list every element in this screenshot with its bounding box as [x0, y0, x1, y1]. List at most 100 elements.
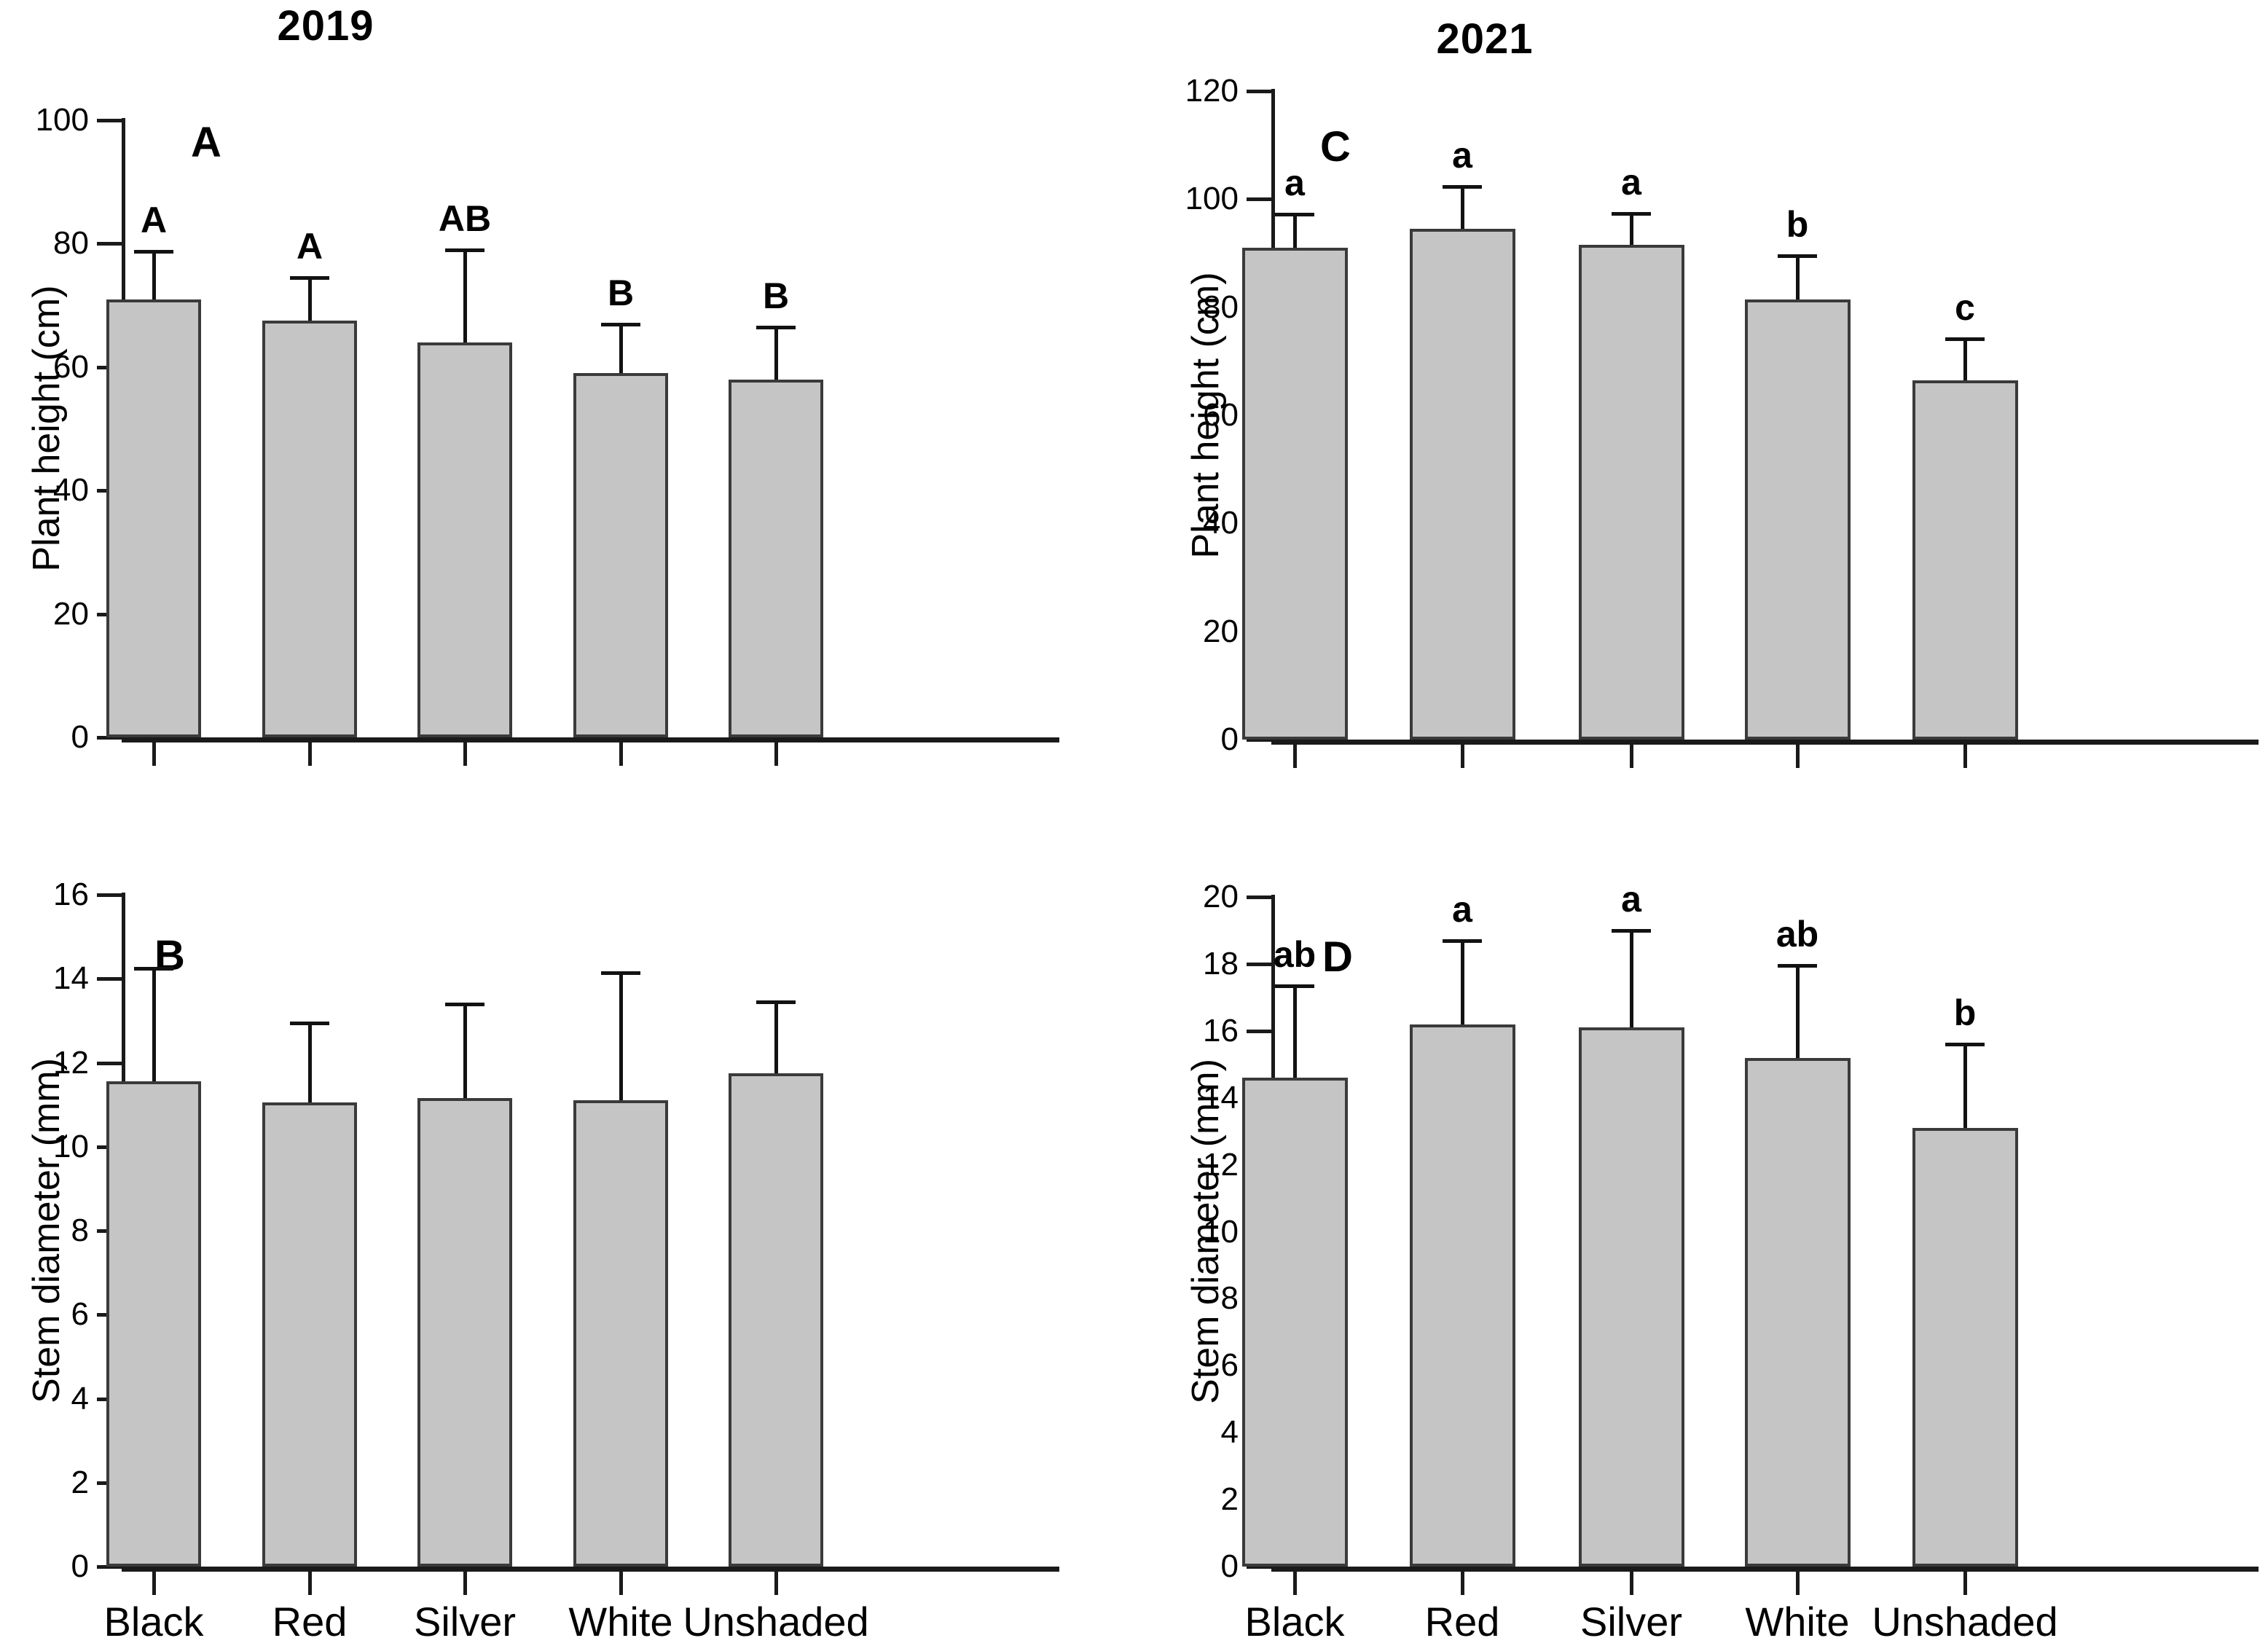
y-axis-tick	[1247, 738, 1271, 742]
x-category-label-white: White	[568, 1599, 673, 1645]
error-bar-cap	[290, 1021, 329, 1025]
y-tick-label: 2	[1220, 1481, 1239, 1518]
y-tick-label: 10	[53, 1128, 89, 1164]
x-axis-tick	[1461, 745, 1464, 768]
y-tick-label: 14	[53, 960, 89, 997]
x-axis-tick	[1293, 745, 1297, 768]
x-axis-tick	[619, 1572, 623, 1595]
x-category-label-black: Black	[1244, 1599, 1345, 1645]
y-tick-label: 8	[71, 1212, 89, 1248]
error-bar-line	[1630, 213, 1633, 246]
x-axis-line	[122, 1567, 1059, 1572]
bar-unshaded	[729, 1073, 823, 1567]
y-axis-tick	[1247, 197, 1271, 202]
error-bar-line	[463, 1003, 467, 1099]
x-axis-tick	[308, 742, 312, 766]
significance-letter: a	[1284, 162, 1305, 204]
error-bar-line	[1293, 214, 1297, 248]
significance-letter: ab	[1775, 914, 1819, 955]
error-bar-cap	[134, 966, 173, 971]
significance-letter: a	[1621, 878, 1641, 920]
bar-white	[573, 373, 668, 737]
bar-silver	[1578, 1027, 1684, 1567]
panel-letter-c: C	[1320, 123, 1351, 171]
significance-letter: a	[1621, 162, 1641, 203]
x-category-label-silver: Silver	[1580, 1599, 1683, 1645]
bar-red	[1409, 229, 1515, 740]
y-tick-label: 80	[53, 225, 89, 262]
y-tick-label: 12	[1203, 1146, 1239, 1183]
x-axis-tick	[308, 1572, 312, 1595]
y-tick-label: 20	[53, 595, 89, 632]
y-tick-label: 8	[1220, 1280, 1239, 1317]
y-tick-label: 0	[1220, 721, 1239, 757]
x-category-label-silver: Silver	[413, 1599, 517, 1645]
y-tick-label: 4	[71, 1380, 89, 1416]
error-bar-cap	[756, 325, 796, 329]
x-axis-tick	[619, 742, 623, 766]
y-tick-label: 14	[1203, 1079, 1239, 1116]
x-axis-tick	[774, 742, 778, 766]
error-bar-line	[1461, 940, 1464, 1024]
y-tick-label: 20	[1203, 879, 1239, 914]
y-tick-label: 40	[53, 472, 89, 509]
error-bar-cap	[1778, 964, 1817, 968]
y-tick-label: 60	[1203, 397, 1239, 433]
bar-unshaded	[729, 379, 823, 737]
error-bar-line	[152, 968, 156, 1082]
y-tick-label: 18	[1203, 945, 1239, 981]
x-axis-line	[122, 737, 1059, 742]
x-axis-tick	[463, 742, 467, 766]
error-bar-line	[619, 972, 623, 1101]
x-axis-tick	[1630, 1572, 1633, 1595]
y-tick-label: 4	[1220, 1414, 1239, 1451]
error-bar-cap	[601, 971, 640, 975]
error-bar-cap	[290, 275, 329, 280]
x-axis-tick	[463, 1572, 467, 1595]
y-tick-label: 16	[1203, 1012, 1239, 1049]
y-axis-tick	[1247, 1565, 1271, 1569]
y-tick-label: 10	[1203, 1213, 1239, 1250]
y-tick-label: 6	[1220, 1347, 1239, 1384]
x-category-label-unshaded: Unshaded	[1872, 1599, 2058, 1645]
significance-letter: A	[296, 225, 323, 267]
error-bar-line	[1461, 187, 1464, 230]
x-axis-line	[1271, 740, 2259, 745]
significance-letter: ab	[1273, 933, 1317, 975]
y-axis-tick	[1247, 962, 1271, 966]
bar-silver	[417, 342, 512, 737]
x-axis-tick	[774, 1572, 778, 1595]
error-bar-cap	[1443, 938, 1482, 943]
y-tick-label: 0	[71, 719, 89, 755]
y-tick-label: 2	[71, 1464, 89, 1500]
error-bar-line	[774, 326, 778, 380]
y-tick-label: 0	[1220, 1548, 1239, 1584]
y-axis-tick	[1247, 895, 1271, 899]
bar-black	[106, 299, 201, 737]
x-axis-tick	[1963, 745, 1967, 768]
y-tick-label: 0	[71, 1548, 89, 1584]
y-tick-label: 12	[53, 1044, 89, 1081]
error-bar-cap	[1443, 185, 1482, 189]
bar-unshaded	[1912, 1128, 2018, 1567]
significance-letter: B	[762, 275, 790, 316]
significance-letter: b	[1786, 204, 1809, 246]
error-bar-cap	[756, 1000, 796, 1004]
panel-b-stem-diameter-2019: B Stem diameter (mm) 0 2 4 6 8 10 12 14 16 Black R…	[0, 823, 1134, 1646]
error-bar-line	[152, 251, 156, 299]
x-category-label-red: Red	[272, 1599, 348, 1645]
bar-red	[262, 321, 357, 737]
panel-letter-a: A	[191, 119, 221, 166]
bar-black	[1241, 248, 1348, 740]
error-bar-cap	[134, 249, 173, 254]
y-axis-tick	[97, 1565, 122, 1569]
error-bar-cap	[1275, 984, 1314, 988]
error-bar-cap	[1945, 337, 1985, 342]
x-category-label-red: Red	[1424, 1599, 1500, 1645]
y-axis-tick	[1247, 1029, 1271, 1033]
error-bar-cap	[1275, 213, 1314, 217]
bar-red	[1409, 1024, 1515, 1567]
error-bar-line	[1963, 1044, 1967, 1129]
y-axis-tick	[97, 977, 122, 981]
error-bar-line	[1796, 965, 1800, 1058]
